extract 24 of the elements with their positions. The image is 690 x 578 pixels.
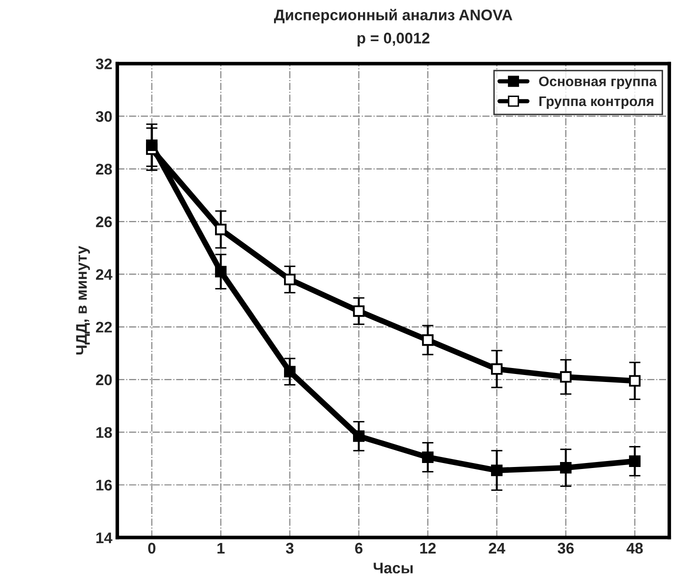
chart-title: Дисперсионный анализ ANOVA xyxy=(274,8,512,24)
x-axis-title: Часы xyxy=(374,562,413,574)
legend-label: Группа контроля xyxy=(539,96,654,109)
x-tick-label: 6 xyxy=(355,542,362,554)
x-tick-label: 3 xyxy=(286,542,294,554)
x-tick-label: 36 xyxy=(558,542,574,554)
x-tick-label: 1 xyxy=(218,542,225,554)
x-tick-label: 24 xyxy=(488,542,506,554)
y-tick-label: 24 xyxy=(96,269,112,280)
y-tick-label: 20 xyxy=(96,374,112,386)
y-tick-label: 30 xyxy=(96,111,112,122)
x-tick-label: 12 xyxy=(420,542,436,554)
x-tick-label: 48 xyxy=(626,542,643,554)
y-tick-label: 16 xyxy=(96,480,112,491)
y-tick-label: 26 xyxy=(96,216,112,228)
y-tick-label: 18 xyxy=(96,427,112,438)
y-tick-label: 22 xyxy=(96,322,112,332)
x-tick-label: 0 xyxy=(148,542,156,554)
legend-label: Основная группа xyxy=(539,76,657,90)
y-tick-label: 14 xyxy=(96,532,112,544)
chart-subtitle: p = 0,0012 xyxy=(358,32,430,47)
y-tick-label: 32 xyxy=(96,58,112,70)
y-axis-title: ЧДД, в минуту xyxy=(76,246,90,355)
y-tick-label: 28 xyxy=(96,164,112,175)
